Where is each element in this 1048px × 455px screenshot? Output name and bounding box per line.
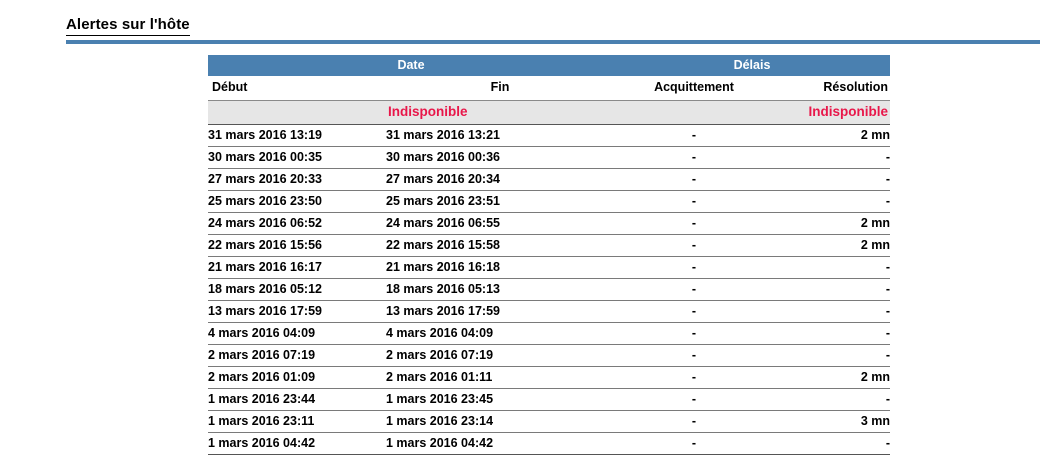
cell-fin: 2 mars 2016 07:19 <box>386 344 614 367</box>
table-row[interactable]: 1 mars 2016 04:42 1 mars 2016 04:42- - <box>208 432 890 455</box>
cell-debut: 31 mars 2016 13:19 <box>208 124 386 147</box>
cell-fin: 30 mars 2016 00:36 <box>386 146 614 169</box>
cell-resolution: 2 mn <box>774 212 890 235</box>
cell-debut: 18 mars 2016 05:12 <box>208 278 386 301</box>
column-header-acquittement[interactable]: Acquittement <box>614 76 774 101</box>
cell-acquittement: - <box>614 146 774 169</box>
cell-fin: 31 mars 2016 13:21 <box>386 124 614 147</box>
cell-resolution: 2 mn <box>774 366 890 389</box>
table-row[interactable]: 1 mars 2016 23:44 1 mars 2016 23:45- - <box>208 388 890 411</box>
group-header-delais: Délais <box>614 55 890 76</box>
page-title: Alertes sur l'hôte <box>66 16 190 36</box>
cell-fin: 4 mars 2016 04:09 <box>386 322 614 345</box>
cell-resolution: - <box>774 256 890 279</box>
cell-acquittement: - <box>614 344 774 367</box>
cell-fin: 1 mars 2016 23:45 <box>386 388 614 411</box>
table-body: Indisponible Indisponible 31 mars 2016 1… <box>208 100 890 455</box>
cell-resolution: - <box>774 168 890 191</box>
unavailable-fin: Indisponible <box>386 100 614 125</box>
table-row[interactable]: 27 mars 2016 20:33 27 mars 2016 20:34- - <box>208 168 890 191</box>
table-row[interactable]: 22 mars 2016 15:56 22 mars 2016 15:58-2 m… <box>208 234 890 257</box>
cell-fin: 18 mars 2016 05:13 <box>386 278 614 301</box>
cell-acquittement: - <box>614 278 774 301</box>
cell-resolution: - <box>774 190 890 213</box>
cell-fin: 25 mars 2016 23:51 <box>386 190 614 213</box>
cell-acquittement: - <box>614 410 774 433</box>
cell-resolution: 2 mn <box>774 124 890 147</box>
table-row[interactable]: 30 mars 2016 00:35 30 mars 2016 00:36- - <box>208 146 890 169</box>
cell-resolution: - <box>774 300 890 323</box>
cell-fin: 1 mars 2016 04:42 <box>386 432 614 455</box>
cell-resolution: 2 mn <box>774 234 890 257</box>
cell-resolution: - <box>774 344 890 367</box>
cell-debut: 25 mars 2016 23:50 <box>208 190 386 213</box>
cell-debut: 2 mars 2016 01:09 <box>208 366 386 389</box>
cell-fin: 13 mars 2016 17:59 <box>386 300 614 323</box>
cell-debut: 2 mars 2016 07:19 <box>208 344 386 367</box>
alerts-table: Date Délais Début Fin Acquittement Résol… <box>208 55 890 455</box>
cell-acquittement: - <box>614 168 774 191</box>
cell-fin: 1 mars 2016 23:14 <box>386 410 614 433</box>
table-row[interactable]: 1 mars 2016 23:11 1 mars 2016 23:14-3 mn <box>208 410 890 433</box>
table-row[interactable]: 2 mars 2016 07:19 2 mars 2016 07:19- - <box>208 344 890 367</box>
cell-acquittement: - <box>614 256 774 279</box>
cell-fin: 21 mars 2016 16:18 <box>386 256 614 279</box>
column-header-debut[interactable]: Début <box>208 76 386 101</box>
table-row[interactable]: 25 mars 2016 23:50 25 mars 2016 23:51- - <box>208 190 890 213</box>
column-header-resolution[interactable]: Résolution <box>774 76 890 101</box>
table-row[interactable]: 24 mars 2016 06:52 24 mars 2016 06:55-2 m… <box>208 212 890 235</box>
cell-debut: 1 mars 2016 23:11 <box>208 410 386 433</box>
cell-debut: 1 mars 2016 23:44 <box>208 388 386 411</box>
cell-acquittement: - <box>614 366 774 389</box>
alerts-table-container: Date Délais Début Fin Acquittement Résol… <box>208 55 890 455</box>
cell-acquittement: - <box>614 212 774 235</box>
section-divider <box>66 40 1040 44</box>
cell-fin: 22 mars 2016 15:58 <box>386 234 614 257</box>
cell-acquittement: - <box>614 322 774 345</box>
cell-acquittement: - <box>614 300 774 323</box>
cell-debut: 24 mars 2016 06:52 <box>208 212 386 235</box>
group-header-row: Date Délais <box>208 55 890 76</box>
unavailable-acquittement <box>614 100 774 125</box>
cell-acquittement: - <box>614 190 774 213</box>
table-head: Date Délais Début Fin Acquittement Résol… <box>208 55 890 101</box>
cell-resolution: - <box>774 388 890 411</box>
cell-resolution: - <box>774 146 890 169</box>
cell-debut: 30 mars 2016 00:35 <box>208 146 386 169</box>
cell-acquittement: - <box>614 432 774 455</box>
cell-resolution: - <box>774 278 890 301</box>
unavailable-debut <box>208 100 386 125</box>
unavailable-summary-row: Indisponible Indisponible <box>208 100 890 125</box>
table-row[interactable]: 18 mars 2016 05:12 18 mars 2016 05:13- - <box>208 278 890 301</box>
table-row[interactable]: 31 mars 2016 13:19 31 mars 2016 13:21-2 m… <box>208 124 890 147</box>
cell-debut: 27 mars 2016 20:33 <box>208 168 386 191</box>
table-row[interactable]: 2 mars 2016 01:09 2 mars 2016 01:11-2 mn <box>208 366 890 389</box>
cell-resolution: - <box>774 322 890 345</box>
section-header: Alertes sur l'hôte <box>66 16 1040 44</box>
cell-fin: 2 mars 2016 01:11 <box>386 366 614 389</box>
table-row[interactable]: 4 mars 2016 04:09 4 mars 2016 04:09- - <box>208 322 890 345</box>
cell-debut: 13 mars 2016 17:59 <box>208 300 386 323</box>
cell-debut: 1 mars 2016 04:42 <box>208 432 386 455</box>
group-header-date: Date <box>208 55 614 76</box>
cell-resolution: - <box>774 432 890 455</box>
cell-acquittement: - <box>614 234 774 257</box>
column-header-fin[interactable]: Fin <box>386 76 614 101</box>
table-row[interactable]: 21 mars 2016 16:17 21 mars 2016 16:18- - <box>208 256 890 279</box>
table-row[interactable]: 13 mars 2016 17:59 13 mars 2016 17:59- - <box>208 300 890 323</box>
cell-debut: 22 mars 2016 15:56 <box>208 234 386 257</box>
cell-acquittement: - <box>614 388 774 411</box>
cell-fin: 24 mars 2016 06:55 <box>386 212 614 235</box>
cell-debut: 21 mars 2016 16:17 <box>208 256 386 279</box>
unavailable-resolution: Indisponible <box>774 100 890 125</box>
cell-resolution: 3 mn <box>774 410 890 433</box>
cell-debut: 4 mars 2016 04:09 <box>208 322 386 345</box>
cell-acquittement: - <box>614 124 774 147</box>
cell-fin: 27 mars 2016 20:34 <box>386 168 614 191</box>
column-header-row: Début Fin Acquittement Résolution <box>208 76 890 101</box>
